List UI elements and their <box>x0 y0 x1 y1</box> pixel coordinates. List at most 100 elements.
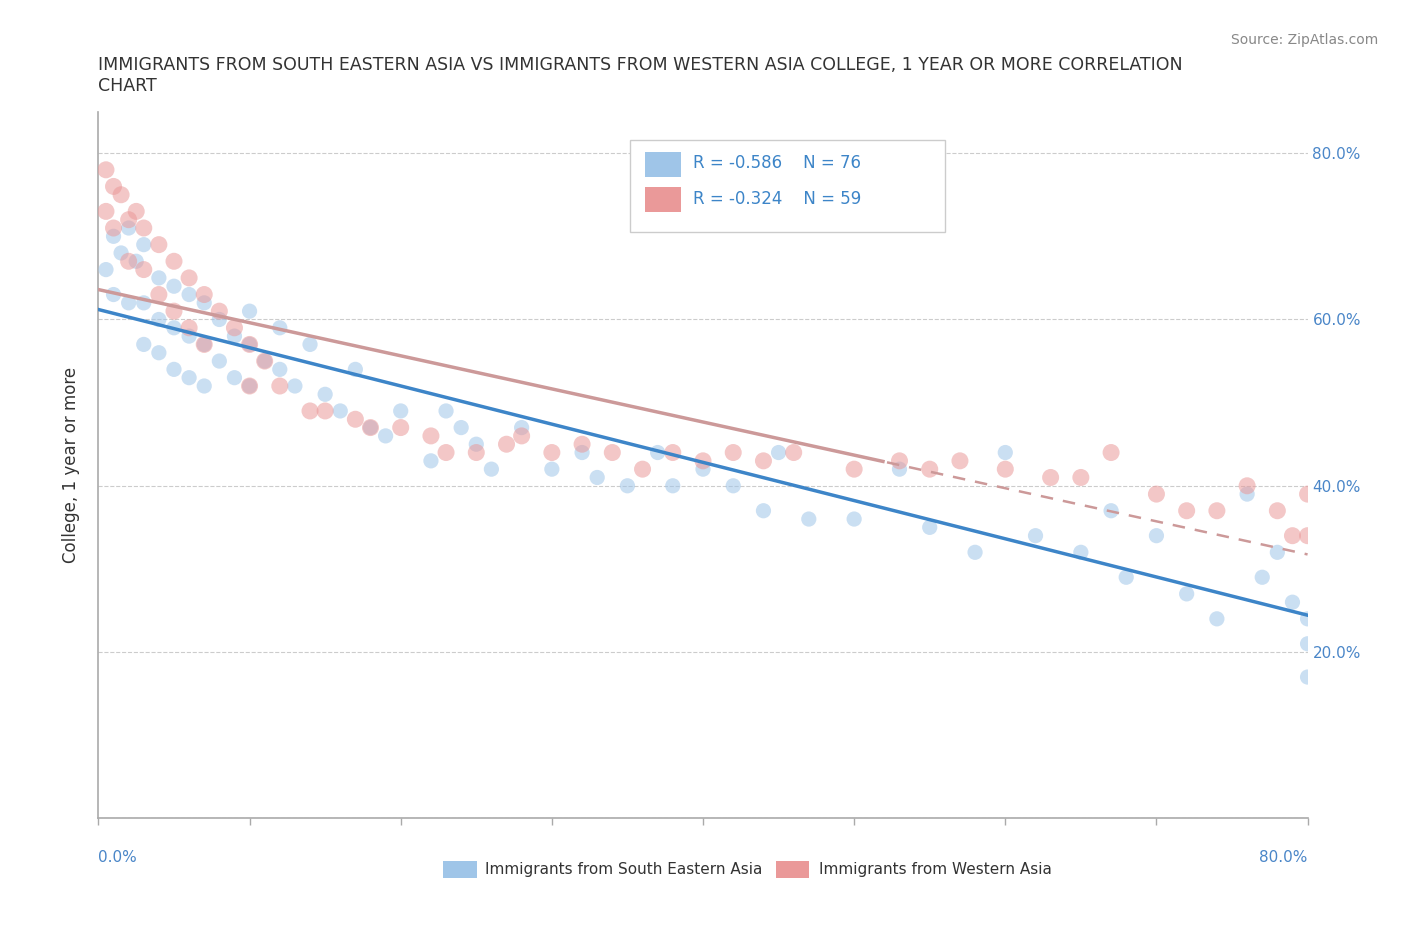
Point <box>723 478 745 493</box>
Point <box>1236 486 1258 501</box>
Point <box>148 345 170 360</box>
Point <box>208 304 231 319</box>
Point <box>193 337 215 352</box>
Point <box>1070 470 1092 485</box>
Point <box>1175 587 1198 602</box>
Point <box>918 520 941 535</box>
Point <box>844 461 866 476</box>
Point <box>752 503 775 518</box>
Text: R = -0.586    N = 76: R = -0.586 N = 76 <box>693 154 862 172</box>
Point <box>797 512 820 526</box>
Point <box>179 370 201 385</box>
Point <box>918 461 941 476</box>
Point <box>344 362 367 377</box>
Point <box>1296 670 1319 684</box>
Point <box>163 254 186 269</box>
Point <box>193 287 215 302</box>
Point <box>783 445 806 460</box>
Text: IMMIGRANTS FROM SOUTH EASTERN ASIA VS IMMIGRANTS FROM WESTERN ASIA COLLEGE, 1 YE: IMMIGRANTS FROM SOUTH EASTERN ASIA VS IM… <box>98 56 1182 95</box>
Point <box>1175 503 1198 518</box>
Point <box>94 204 117 219</box>
Point <box>1144 486 1167 501</box>
Bar <box>776 861 810 879</box>
Point <box>1296 486 1319 501</box>
Text: R = -0.324    N = 59: R = -0.324 N = 59 <box>693 190 862 207</box>
Point <box>284 379 307 393</box>
Point <box>193 337 215 352</box>
Point <box>692 454 714 469</box>
Point <box>103 220 125 235</box>
Point <box>224 328 246 343</box>
Point <box>889 454 911 469</box>
Point <box>224 320 246 335</box>
Point <box>465 437 488 452</box>
Point <box>889 461 911 476</box>
Point <box>1099 503 1122 518</box>
Point <box>723 445 745 460</box>
Y-axis label: College, 1 year or more: College, 1 year or more <box>62 367 80 563</box>
Point <box>495 437 517 452</box>
Point <box>148 287 170 302</box>
Point <box>132 237 155 252</box>
Point <box>994 445 1017 460</box>
Point <box>239 337 262 352</box>
Point <box>602 445 624 460</box>
Point <box>132 337 155 352</box>
Point <box>1296 636 1319 651</box>
Point <box>132 220 155 235</box>
Point <box>148 237 170 252</box>
Point <box>179 271 201 286</box>
Point <box>269 320 291 335</box>
Point <box>571 445 593 460</box>
Text: 80.0%: 80.0% <box>1260 850 1308 865</box>
Point <box>253 353 276 368</box>
Point <box>208 353 231 368</box>
Point <box>434 445 457 460</box>
Point <box>163 279 186 294</box>
Point <box>344 412 367 427</box>
Text: Source: ZipAtlas.com: Source: ZipAtlas.com <box>1230 33 1378 46</box>
Point <box>1039 470 1062 485</box>
Point <box>103 229 125 244</box>
Text: Immigrants from South Eastern Asia: Immigrants from South Eastern Asia <box>485 862 762 877</box>
Point <box>1281 595 1303 610</box>
Point <box>224 370 246 385</box>
Point <box>239 379 262 393</box>
Point <box>844 512 866 526</box>
Bar <box>443 861 477 879</box>
Point <box>420 454 443 469</box>
Point <box>269 379 291 393</box>
Bar <box>645 187 682 212</box>
Point <box>1115 570 1137 585</box>
Point <box>132 262 155 277</box>
Point <box>450 420 472 435</box>
Point <box>314 404 336 418</box>
Point <box>208 312 231 327</box>
Point <box>163 362 186 377</box>
Point <box>1236 478 1258 493</box>
Point <box>125 204 148 219</box>
Point <box>768 445 790 460</box>
Point <box>616 478 638 493</box>
Point <box>239 337 262 352</box>
Point <box>118 212 141 227</box>
Point <box>193 296 215 311</box>
Point <box>374 429 396 444</box>
Point <box>1267 503 1289 518</box>
Point <box>752 454 775 469</box>
Point <box>1099 445 1122 460</box>
Point <box>132 296 155 311</box>
Point <box>118 296 141 311</box>
Point <box>1070 545 1092 560</box>
Text: Immigrants from Western Asia: Immigrants from Western Asia <box>820 862 1052 877</box>
Point <box>586 470 609 485</box>
Point <box>1296 528 1319 543</box>
Point <box>1024 528 1046 543</box>
Point <box>661 445 683 460</box>
Point <box>118 220 141 235</box>
Point <box>110 187 132 202</box>
Point <box>389 420 412 435</box>
Point <box>299 404 322 418</box>
Point <box>540 461 562 476</box>
Point <box>1144 528 1167 543</box>
